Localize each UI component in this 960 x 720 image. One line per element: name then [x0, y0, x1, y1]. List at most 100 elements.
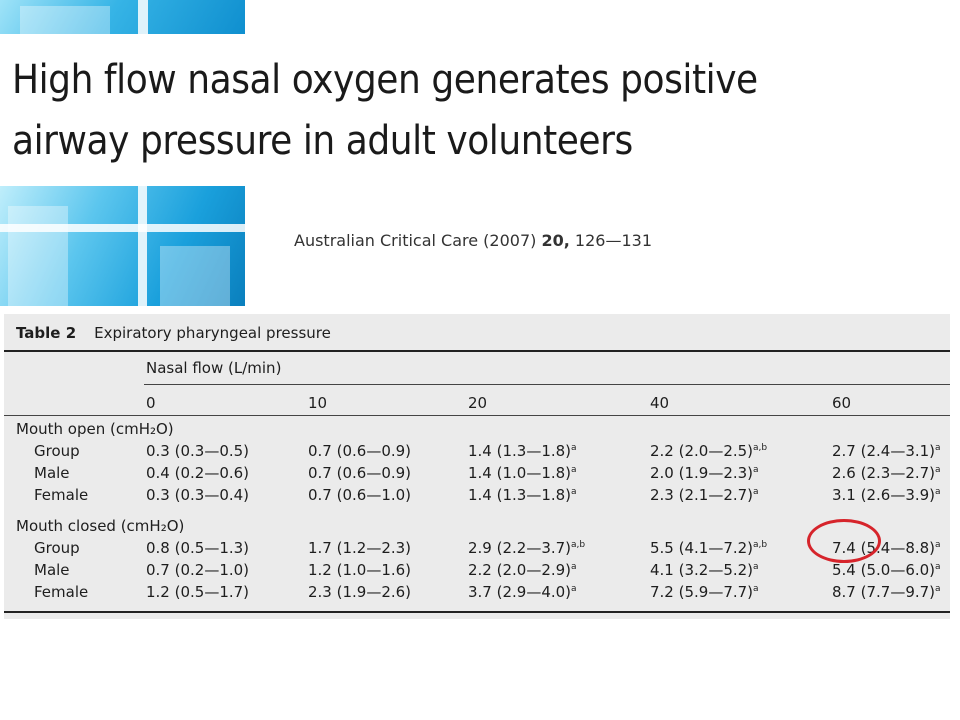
cell-value: 3.1 (2.6—3.9)	[832, 486, 936, 504]
table-cell: 4.1 (3.2—5.2)a	[650, 561, 759, 579]
table-rule-top	[4, 350, 950, 352]
column-header-0: 0	[146, 394, 156, 412]
table-label: Table 2	[16, 324, 77, 342]
row-label: Male	[34, 464, 70, 482]
cell-value: 0.3 (0.3—0.4)	[146, 486, 250, 504]
cell-footnote-marker: a	[571, 443, 577, 453]
cell-value: 0.7 (0.6—0.9)	[308, 464, 412, 482]
cell-footnote-marker: a	[935, 465, 941, 475]
cell-value: 8.7 (7.7—9.7)	[832, 583, 936, 601]
table-cell: 2.2 (2.0—2.5)a,b	[650, 442, 767, 460]
table-cell: 1.2 (0.5—1.7)	[146, 583, 249, 601]
row-label: Female	[34, 583, 89, 601]
slide-title: High flow nasal oxygen generates positiv…	[12, 57, 758, 164]
cell-value: 2.2 (2.0—2.5)	[650, 442, 754, 460]
cell-value: 1.2 (0.5—1.7)	[146, 583, 250, 601]
table-cell: 7.2 (5.9—7.7)a	[650, 583, 759, 601]
flow-header: Nasal flow (L/min)	[146, 359, 282, 377]
cell-footnote-marker: a	[571, 584, 577, 594]
table-cell: 0.7 (0.6—0.9)	[308, 464, 411, 482]
cell-value: 4.1 (3.2—5.2)	[650, 561, 754, 579]
row-label: Male	[34, 561, 70, 579]
table-cell: 2.7 (2.4—3.1)a	[832, 442, 941, 460]
journal-citation: Australian Critical Care (2007) 20, 126—…	[294, 231, 652, 250]
table-title: Expiratory pharyngeal pressure	[94, 324, 331, 342]
cell-value: 7.2 (5.9—7.7)	[650, 583, 754, 601]
highlight-circle	[807, 519, 881, 563]
table-cell: 0.3 (0.3—0.5)	[146, 442, 249, 460]
table-caption: Table 2 Expiratory pharyngeal pressure	[16, 324, 331, 342]
table-rule-bottom	[4, 611, 950, 613]
citation-volume: 20,	[541, 231, 570, 250]
decorative-blue-tile-middle	[0, 186, 245, 306]
cell-value: 2.3 (2.1—2.7)	[650, 486, 754, 504]
table-cell: 3.7 (2.9—4.0)a	[468, 583, 577, 601]
group-label: Mouth open (cmH₂O)	[16, 420, 174, 438]
cell-footnote-marker: a	[753, 584, 759, 594]
cell-value: 2.0 (1.9—2.3)	[650, 464, 754, 482]
citation-journal: Australian Critical Care (2007)	[294, 231, 537, 250]
column-header-20: 20	[468, 394, 488, 412]
citation-pages: 126—131	[574, 231, 652, 250]
cell-footnote-marker: a	[935, 562, 941, 572]
table-cell: 1.4 (1.3—1.8)a	[468, 442, 577, 460]
cell-footnote-marker: a,b	[753, 540, 768, 550]
table-cell: 0.4 (0.2—0.6)	[146, 464, 249, 482]
cell-footnote-marker: a	[753, 465, 759, 475]
cell-footnote-marker: a,b	[571, 540, 586, 550]
table-cell: 1.4 (1.0—1.8)a	[468, 464, 577, 482]
cell-value: 0.7 (0.6—0.9)	[308, 442, 412, 460]
cell-footnote-marker: a	[571, 465, 577, 475]
column-header-10: 10	[308, 394, 328, 412]
row-label: Female	[34, 486, 89, 504]
row-label: Group	[34, 442, 80, 460]
table-rule-flow	[144, 384, 950, 385]
cell-value: 1.4 (1.0—1.8)	[468, 464, 572, 482]
cell-value: 2.7 (2.4—3.1)	[832, 442, 936, 460]
cell-value: 3.7 (2.9—4.0)	[468, 583, 572, 601]
table-rule-header	[4, 415, 950, 416]
cell-value: 0.8 (0.5—1.3)	[146, 539, 250, 557]
cell-footnote-marker: a	[571, 562, 577, 572]
table-cell: 2.3 (2.1—2.7)a	[650, 486, 759, 504]
decorative-blue-tile-top	[0, 0, 245, 34]
table-cell: 1.7 (1.2—2.3)	[308, 539, 411, 557]
table-cell: 5.5 (4.1—7.2)a,b	[650, 539, 767, 557]
data-table: Table 2 Expiratory pharyngeal pressure Na…	[4, 314, 950, 619]
cell-footnote-marker: a,b	[753, 443, 768, 453]
cell-footnote-marker: a	[935, 540, 941, 550]
table-cell: 2.3 (1.9—2.6)	[308, 583, 411, 601]
table-cell: 2.9 (2.2—3.7)a,b	[468, 539, 585, 557]
cell-footnote-marker: a	[935, 443, 941, 453]
cell-value: 1.2 (1.0—1.6)	[308, 561, 412, 579]
cell-value: 0.3 (0.3—0.5)	[146, 442, 250, 460]
table-cell: 0.3 (0.3—0.4)	[146, 486, 249, 504]
table-cell: 0.7 (0.6—1.0)	[308, 486, 411, 504]
row-label: Group	[34, 539, 80, 557]
table-cell: 5.4 (5.0—6.0)a	[832, 561, 941, 579]
cell-value: 1.4 (1.3—1.8)	[468, 442, 572, 460]
cell-value: 5.5 (4.1—7.2)	[650, 539, 754, 557]
table-cell: 1.2 (1.0—1.6)	[308, 561, 411, 579]
table-cell: 0.7 (0.2—1.0)	[146, 561, 249, 579]
table-cell: 1.4 (1.3—1.8)a	[468, 486, 577, 504]
cell-footnote-marker: a	[753, 562, 759, 572]
group-label: Mouth closed (cmH₂O)	[16, 517, 185, 535]
table-cell: 2.2 (2.0—2.9)a	[468, 561, 577, 579]
cell-footnote-marker: a	[571, 487, 577, 497]
table-cell: 8.7 (7.7—9.7)a	[832, 583, 941, 601]
cell-value: 1.4 (1.3—1.8)	[468, 486, 572, 504]
cell-footnote-marker: a	[935, 487, 941, 497]
column-header-40: 40	[650, 394, 670, 412]
cell-footnote-marker: a	[935, 584, 941, 594]
cell-value: 2.3 (1.9—2.6)	[308, 583, 412, 601]
cell-value: 2.2 (2.0—2.9)	[468, 561, 572, 579]
cell-value: 2.9 (2.2—3.7)	[468, 539, 572, 557]
cell-value: 1.7 (1.2—2.3)	[308, 539, 412, 557]
cell-footnote-marker: a	[753, 487, 759, 497]
cell-value: 5.4 (5.0—6.0)	[832, 561, 936, 579]
table-cell: 0.8 (0.5—1.3)	[146, 539, 249, 557]
cell-value: 0.4 (0.2—0.6)	[146, 464, 250, 482]
cell-value: 2.6 (2.3—2.7)	[832, 464, 936, 482]
table-cell: 2.0 (1.9—2.3)a	[650, 464, 759, 482]
